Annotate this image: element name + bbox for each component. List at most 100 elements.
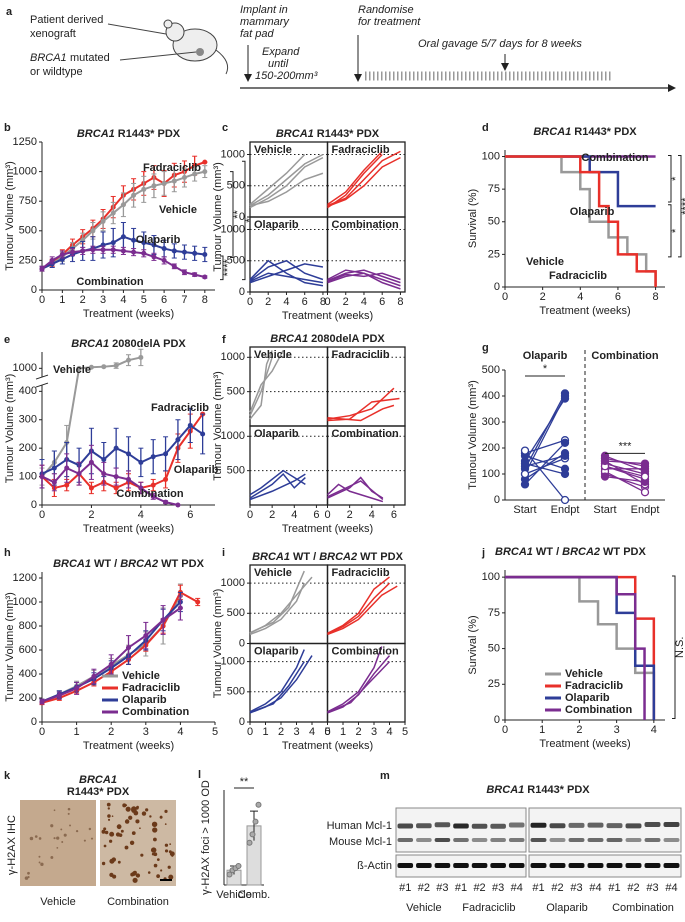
data-point <box>160 617 166 623</box>
data-point <box>181 249 187 255</box>
facet-label: Olaparib <box>254 428 299 440</box>
lane-label: #4 <box>665 882 677 894</box>
arrow-head <box>501 63 509 71</box>
x-tick-label: 2 <box>347 509 353 521</box>
ihc-spot <box>139 827 141 830</box>
mouse-line <box>327 150 383 206</box>
x-tick-label: 8 <box>653 291 659 303</box>
mouse-line <box>249 172 324 207</box>
data-point <box>175 437 181 443</box>
facet-label: Olaparib <box>254 645 299 657</box>
blot-membrane <box>528 807 682 853</box>
band <box>644 822 661 828</box>
data-point <box>101 471 107 477</box>
mouse-line <box>327 404 395 422</box>
ihc-spot <box>159 815 163 819</box>
lane-label: #1 <box>532 882 544 894</box>
ihc-spot <box>125 806 131 812</box>
band <box>490 823 506 829</box>
band <box>490 863 506 868</box>
chart-title: BRCA1 R1443* PDX <box>486 784 590 796</box>
title-part: BRCA1 <box>270 333 308 345</box>
data-point <box>192 171 198 177</box>
data-point <box>39 474 45 480</box>
data-point <box>161 180 167 186</box>
facet-frame <box>326 425 406 506</box>
x-tick-label: 2 <box>80 294 86 306</box>
series-label: Vehicle <box>53 364 91 376</box>
pair-line <box>604 465 646 478</box>
band <box>606 863 623 868</box>
y-tick-label: 0 <box>494 281 500 293</box>
y-tick-label: 500 <box>227 180 245 192</box>
x-tick-label: 2 <box>540 291 546 303</box>
x-tick-label: Comb. <box>238 889 270 901</box>
band <box>625 863 642 868</box>
data-point <box>120 234 126 240</box>
band <box>568 838 585 842</box>
ihc-spot <box>153 852 158 857</box>
arrow-head <box>354 74 362 82</box>
data-point <box>202 169 208 175</box>
data-point <box>76 365 82 371</box>
facet-label: Olaparib <box>254 219 299 231</box>
band <box>606 838 623 842</box>
data-point <box>39 266 45 272</box>
title-part: BRCA1 <box>533 126 571 138</box>
y-tick-label: 750 <box>19 195 37 207</box>
ihc-spot <box>90 837 94 840</box>
series-label: Fadraciclib <box>549 270 607 282</box>
pair-line <box>524 442 566 485</box>
title-part: R1443* PDX <box>574 126 637 138</box>
mouse-line <box>327 272 401 283</box>
lane-label: #4 <box>511 882 523 894</box>
ihc-spot <box>116 824 122 830</box>
ihc-spot <box>104 830 109 835</box>
mouse-line <box>249 472 306 499</box>
ihc-spot <box>106 802 111 807</box>
y-axis-label: γ-H2AX foci > 1000 OD <box>200 780 212 895</box>
ihc-spot <box>145 808 149 812</box>
ihc-spot <box>29 836 34 841</box>
facet-frame <box>326 216 406 293</box>
facet-label: Combination <box>332 428 399 440</box>
band <box>416 823 432 829</box>
ihc-spot <box>109 831 115 837</box>
pair-line <box>604 460 646 465</box>
pointer <box>107 23 167 35</box>
band <box>530 838 547 842</box>
data-point <box>226 871 233 878</box>
title-part: BRCA1 <box>71 338 109 350</box>
schematic-text: 150-200mm³ <box>255 70 318 82</box>
schematic-text: Implant in <box>240 4 288 16</box>
group-label: Vehicle <box>406 902 441 914</box>
band <box>397 823 414 829</box>
y-tick-label: 0 <box>31 716 37 728</box>
data-point <box>64 465 70 471</box>
y-tick-label: 500 <box>227 465 245 477</box>
ihc-spot <box>164 809 168 813</box>
lane-label: #2 <box>418 882 430 894</box>
band <box>625 838 642 842</box>
y-tick-label: 500 <box>227 607 245 619</box>
x-tick-label: Endpt <box>631 504 660 516</box>
data-point <box>163 499 169 505</box>
y-tick-label: 500 <box>227 386 245 398</box>
lane-label: #1 <box>399 882 411 894</box>
title-part: R1443* PDX <box>118 128 181 140</box>
legend-label: Vehicle <box>122 670 160 682</box>
band <box>453 838 469 842</box>
x-tick-label: 0 <box>324 726 330 738</box>
title-part: WT / <box>293 551 316 563</box>
band <box>568 822 585 828</box>
x-tick-label: 5 <box>324 726 330 738</box>
x-tick-label: 0 <box>39 509 45 521</box>
x-tick-label: 3 <box>293 726 299 738</box>
data-point <box>113 474 119 480</box>
x-tick-label: 6 <box>615 291 621 303</box>
mouse-line <box>327 585 398 636</box>
significance-label: ** <box>240 776 249 788</box>
x-tick-label: Endpt <box>551 504 580 516</box>
chart-title: BRCA1 2080delA PDX <box>270 333 385 345</box>
mouse-line <box>327 156 401 208</box>
